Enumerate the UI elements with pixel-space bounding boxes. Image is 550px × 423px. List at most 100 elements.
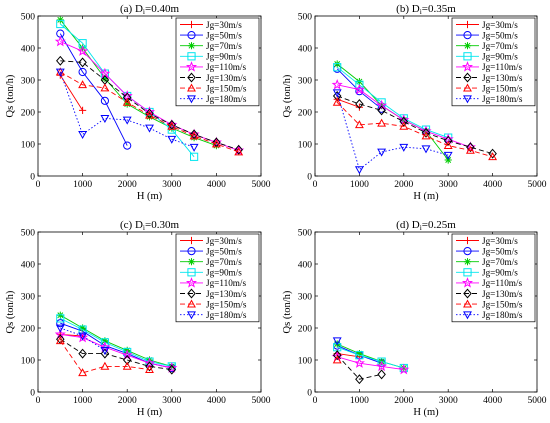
x-tick-label: 4000	[207, 180, 226, 190]
chart-title: (c) Di=0.30m	[120, 219, 179, 232]
data-point	[189, 143, 199, 152]
data-point	[443, 151, 453, 160]
data-point	[145, 113, 154, 121]
chart-title-main: (c) D	[120, 219, 143, 231]
series-2	[56, 16, 220, 150]
legend-entry-3: Jg=90m/s	[456, 52, 518, 62]
series-line	[59, 340, 150, 374]
data-point	[333, 63, 342, 72]
chart-title-main: (d) D	[396, 219, 420, 231]
series-line	[337, 98, 360, 108]
y-tick-label: 0	[30, 388, 35, 398]
y-tick-label: 200	[21, 324, 36, 334]
data-point	[421, 145, 431, 154]
legend-label: Jg=30m/s	[482, 236, 518, 246]
chart-title-subscript: i	[143, 223, 145, 232]
chart-title-tail: =0.40m	[145, 3, 179, 15]
legend-label: Jg=50m/s	[206, 30, 242, 40]
legend-entry-1: Jg=50m/s	[456, 246, 518, 256]
data-point	[355, 350, 363, 358]
legend-entry-2: Jg=70m/s	[180, 41, 242, 51]
data-point	[376, 360, 388, 372]
data-point	[145, 124, 154, 133]
data-point	[145, 364, 154, 373]
chart-title: (d) Di=0.25m	[396, 219, 456, 232]
data-point	[354, 120, 364, 129]
x-tick-label: 1000	[73, 180, 92, 190]
legend-marker	[187, 95, 196, 104]
data-point	[353, 83, 365, 95]
data-point	[56, 19, 65, 29]
legend-marker	[463, 42, 472, 50]
legend-entry-5: Jg=130m/s	[456, 288, 523, 299]
y-tick-label: 0	[307, 388, 312, 398]
legend-marker	[463, 247, 472, 256]
legend-label: Jg=130m/s	[206, 289, 247, 299]
data-point	[355, 99, 364, 109]
legend-label: Jg=150m/s	[482, 83, 523, 93]
series-6	[55, 336, 154, 377]
legend-label: Jg=150m/s	[206, 83, 247, 93]
data-point	[464, 141, 476, 152]
y-tick-label: 100	[298, 140, 313, 150]
x-tick-label: 0	[313, 180, 318, 190]
series-line	[60, 327, 106, 351]
legend-entry-5: Jg=130m/s	[180, 72, 247, 83]
chart-title-tail: =0.30m	[145, 219, 179, 231]
y-axis-label: Qs (ton/h)	[282, 74, 293, 117]
data-point	[78, 80, 88, 89]
legend-entry-3: Jg=90m/s	[180, 52, 242, 62]
data-point	[488, 148, 497, 159]
legend-label: Jg=130m/s	[482, 73, 523, 83]
y-tick-label: 300	[298, 76, 313, 86]
legend-marker	[187, 288, 196, 299]
x-axis-label: H (m)	[137, 407, 163, 418]
data-point	[55, 68, 65, 77]
data-point	[78, 131, 88, 140]
legend-entry-6: Jg=150m/s	[180, 299, 247, 309]
legend-marker	[463, 268, 472, 277]
legend-entry-4: Jg=110m/s	[180, 277, 246, 288]
y-tick-label: 300	[21, 76, 36, 86]
legend-label: Jg=50m/s	[482, 246, 518, 256]
legend-marker	[187, 30, 196, 40]
data-point	[332, 355, 342, 364]
legend-entry-3: Jg=90m/s	[456, 268, 518, 278]
data-point	[377, 369, 386, 380]
data-point	[101, 74, 109, 82]
data-point	[78, 57, 87, 68]
y-tick-label: 500	[298, 12, 313, 22]
legend-label: Jg=30m/s	[206, 20, 242, 30]
data-point	[212, 142, 220, 150]
data-point	[100, 115, 110, 124]
series-7	[55, 324, 110, 356]
legend-entry-6: Jg=150m/s	[456, 299, 523, 309]
legend-label: Jg=110m/s	[206, 278, 246, 288]
subplot-3: 0 1000 2000 3000 4000 5000 0 100 200 300 400 500 H (…	[282, 219, 547, 418]
data-point	[377, 357, 386, 366]
data-point	[122, 97, 132, 106]
data-point	[190, 152, 199, 161]
legend-marker	[187, 311, 196, 320]
legend-entry-7: Jg=180m/s	[456, 94, 523, 104]
legend-marker	[463, 288, 472, 299]
x-tick-label: 2000	[394, 180, 413, 190]
legend-entry-0: Jg=30m/s	[180, 236, 242, 246]
data-point	[79, 324, 87, 332]
data-point	[444, 156, 452, 164]
legend: Jg=30m/sJg=50m/sJg=70m/sJg=90m/sJg=110m/…	[451, 233, 536, 323]
legend-label: Jg=130m/s	[482, 289, 523, 299]
legend-entry-1: Jg=50m/s	[456, 30, 518, 40]
y-tick-label: 400	[298, 260, 313, 270]
legend: Jg=30m/sJg=50m/sJg=70m/sJg=90m/sJg=110m/…	[175, 233, 260, 323]
y-tick-label: 0	[307, 172, 312, 182]
subplot-0: 0 1000 2000 3000 4000 5000 0 100 200 300 400 500 H (…	[5, 3, 271, 202]
data-point	[331, 78, 343, 90]
x-tick-label: 0	[36, 396, 41, 406]
data-point	[332, 89, 342, 98]
series-line	[60, 60, 239, 151]
y-axis-label: Qs (ton/h)	[5, 74, 16, 117]
legend-label: Jg=30m/s	[206, 236, 242, 246]
y-tick-label: 0	[30, 172, 35, 182]
